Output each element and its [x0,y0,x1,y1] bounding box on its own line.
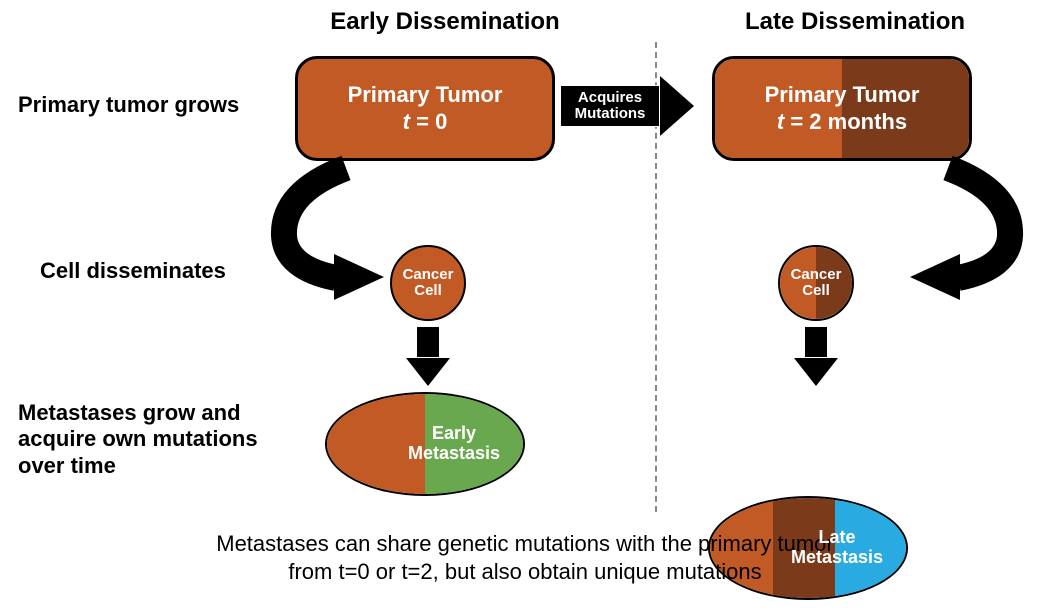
acquires-arrow-body: Acquires Mutations [560,85,660,127]
primary-tumor-early-box: Primary Tumor t = 0 [295,56,555,161]
met-early-l1: Early [432,423,476,443]
acquires-arrow-line1: Acquires [575,90,646,106]
time-rest-early: = 0 [410,109,447,134]
primary-late-title: Primary Tumor [765,82,920,108]
cell-late-line2: Cell [802,282,830,299]
early-metastasis-ellipse: Early Metastasis [325,392,525,496]
row-label-disseminates: Cell disseminates [40,258,270,284]
curved-arrow-late [856,150,1026,300]
down-arrow-late [794,326,838,386]
heading-early: Early Dissemination [310,8,580,36]
primary-early-time: t = 0 [348,109,503,135]
heading-late: Late Dissemination [720,8,990,36]
met-late-l2: Metastasis [791,547,883,567]
cell-late-line1: Cancer [791,266,842,283]
primary-tumor-late-box: Primary Tumor t = 2 months [712,56,972,161]
cancer-cell-early: Cancer Cell [390,245,466,321]
primary-late-time: t = 2 months [765,109,920,135]
time-var-early: t [403,109,410,134]
time-rest-late: = 2 months [784,109,907,134]
cancer-cell-late: Cancer Cell [778,245,854,321]
primary-early-title: Primary Tumor [348,82,503,108]
row-label-metastases: Metastases grow and acquire own mutation… [18,400,298,479]
row-label-grows: Primary tumor grows [18,92,268,118]
cell-early-line1: Cancer [403,266,454,283]
acquires-arrow-line2: Mutations [575,106,646,122]
met-early-l2: Metastasis [408,443,500,463]
met-late-l1: Late [818,527,855,547]
cell-early-line2: Cell [414,282,442,299]
down-arrow-early [406,326,450,386]
